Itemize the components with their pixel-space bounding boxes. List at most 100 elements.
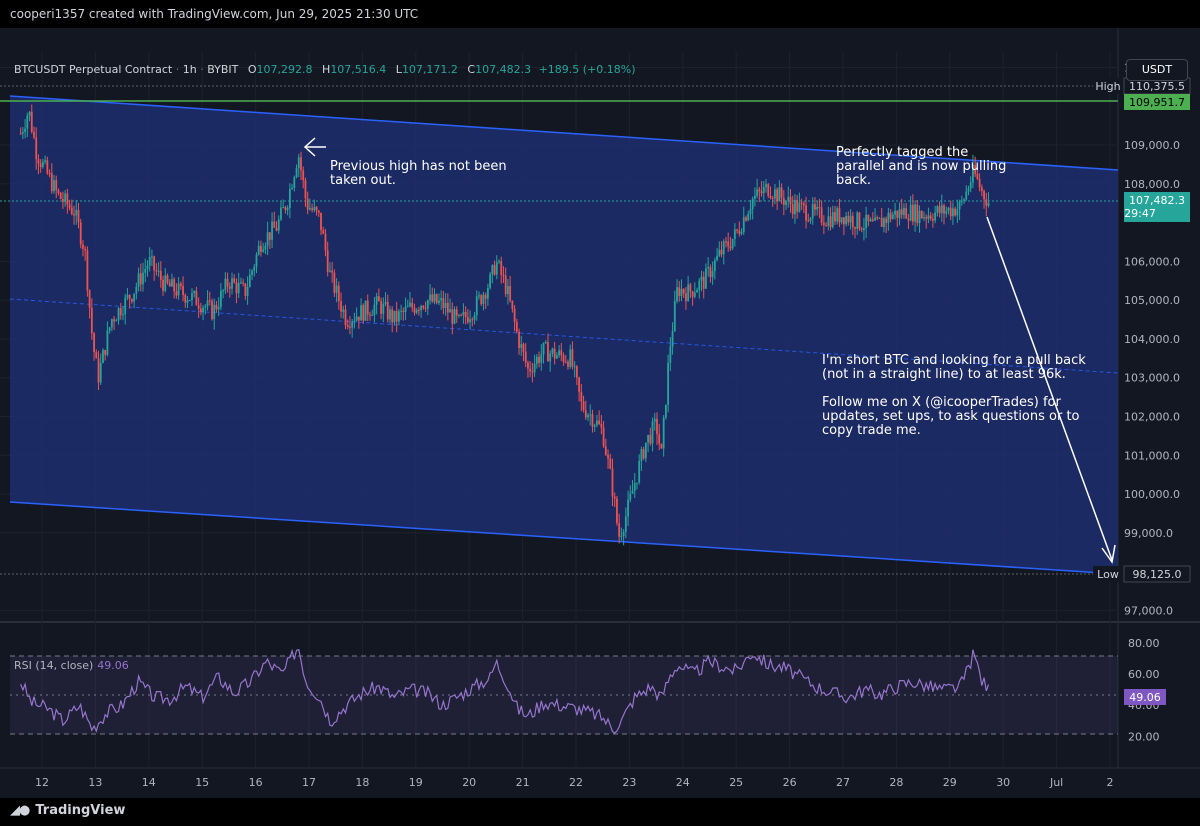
candle-body: [560, 350, 563, 356]
annotation-prev-high[interactable]: Previous high has not been taken out.: [330, 159, 507, 188]
candle-body: [673, 301, 676, 332]
candle-body: [858, 212, 861, 229]
chart-svg[interactable]: 111,000.0109,000.0108,000.0106,000.0105,…: [0, 28, 1200, 798]
candle-body: [562, 355, 565, 362]
symbol-legend[interactable]: BTCUSDT Perpetual Contract · 1h · BYBIT …: [14, 63, 636, 76]
rsi-legend[interactable]: RSI (14, close) 49.06: [14, 659, 129, 672]
price-axis[interactable]: 111,000.0109,000.0108,000.0106,000.0105,…: [1124, 62, 1180, 618]
candle-body: [382, 303, 385, 314]
candle-body: [395, 310, 398, 322]
candle-body: [874, 217, 876, 221]
candle-body: [173, 279, 176, 292]
candle-body: [898, 209, 901, 218]
candle-body: [411, 302, 414, 308]
candle-body: [340, 301, 342, 312]
time-tick-label: 14: [142, 776, 156, 789]
candle-body: [894, 210, 896, 215]
projection-arrow[interactable]: [986, 216, 1113, 561]
symbol-interval[interactable]: 1h: [182, 63, 197, 76]
credit-bar: cooperi1357 created with TradingView.com…: [0, 0, 1200, 28]
symbol-name[interactable]: BTCUSDT Perpetual Contract: [14, 63, 173, 76]
candle-body: [33, 131, 35, 138]
tradingview-logo[interactable]: ◢● TradingView: [10, 803, 125, 818]
candle-body: [113, 319, 115, 322]
candle-body: [162, 279, 164, 291]
candle-body: [860, 228, 863, 231]
candle-body: [969, 182, 972, 189]
candle-body: [538, 356, 540, 363]
candle-body: [262, 249, 265, 252]
candle-body: [491, 265, 494, 275]
candle-body: [985, 199, 988, 206]
candle-body: [153, 256, 156, 271]
candle-body: [486, 288, 489, 299]
candle-body: [838, 208, 841, 223]
currency-button[interactable]: USDT: [1126, 59, 1188, 81]
candle-body: [876, 217, 879, 219]
candle-body: [778, 187, 781, 202]
candle-body: [446, 302, 449, 313]
high-value: 110,375.5: [1129, 80, 1185, 93]
candle-body: [831, 212, 834, 228]
candle-body: [97, 358, 100, 383]
candle-body: [342, 309, 345, 312]
annotation-tagged-parallel[interactable]: Perfectly tagged the parallel and is now…: [836, 145, 1007, 188]
candle-body: [587, 415, 589, 418]
rsi-line[interactable]: [20, 648, 990, 734]
candle-body: [284, 207, 287, 210]
candle-body: [727, 241, 730, 247]
candle-body: [963, 199, 965, 201]
candle-body: [346, 325, 349, 327]
candle-body: [527, 362, 529, 369]
candle-body: [575, 366, 578, 378]
candle-body: [914, 204, 916, 222]
candle-body: [769, 195, 772, 199]
candle-body: [589, 414, 592, 416]
candle-body: [656, 418, 658, 435]
candle-body: [596, 420, 598, 426]
candle-body: [905, 207, 908, 219]
candle-body: [555, 355, 558, 359]
candle-body: [542, 342, 545, 355]
candle-body: [834, 212, 836, 222]
candle-body: [88, 290, 91, 308]
chart-frame[interactable]: 111,000.0109,000.0108,000.0106,000.0105,…: [0, 28, 1200, 798]
candle-body: [729, 246, 732, 249]
candle-body: [19, 133, 22, 135]
channel-midline[interactable]: [9, 298, 1119, 374]
candle-body: [130, 299, 133, 302]
time-axis[interactable]: 12 13 14 15 16 17 18 19 20 21 22 23 24 25 26 27 28 29 30 Ju…: [35, 776, 1114, 789]
candle-body: [362, 305, 365, 321]
candle-body: [99, 362, 102, 383]
time-tick-label: 15: [195, 776, 209, 789]
time-tick-label: 20: [462, 776, 476, 789]
time-tick-label: 19: [409, 776, 423, 789]
channel-upper-line[interactable]: [9, 95, 1119, 171]
candle-body: [711, 271, 714, 278]
candle-body: [202, 307, 204, 313]
candle-body: [268, 232, 271, 240]
channel-lower-line[interactable]: [9, 501, 1119, 575]
candle-body: [333, 272, 336, 293]
candle-body: [911, 204, 914, 222]
candle-body: [653, 418, 656, 422]
candle-body: [386, 301, 389, 320]
candle-body: [880, 217, 883, 228]
candle-body: [435, 294, 438, 303]
candle-body: [182, 286, 184, 296]
credit-text: cooperi1357 created with TradingView.com…: [10, 7, 419, 21]
candle-body: [847, 216, 850, 223]
candle-body: [293, 177, 296, 188]
candle-body: [644, 442, 647, 459]
candle-body: [375, 296, 378, 305]
candle-body: [186, 300, 189, 303]
rsi-legend-title: RSI (14, close): [14, 659, 94, 672]
candle-body: [909, 204, 912, 221]
candle-body: [24, 128, 26, 132]
candle-body: [607, 454, 609, 459]
candle-body: [397, 311, 400, 322]
candle-body: [885, 218, 888, 223]
candle-body: [291, 187, 293, 190]
annotation-short-thesis[interactable]: I'm short BTC and looking for a pull bac…: [822, 353, 1086, 438]
